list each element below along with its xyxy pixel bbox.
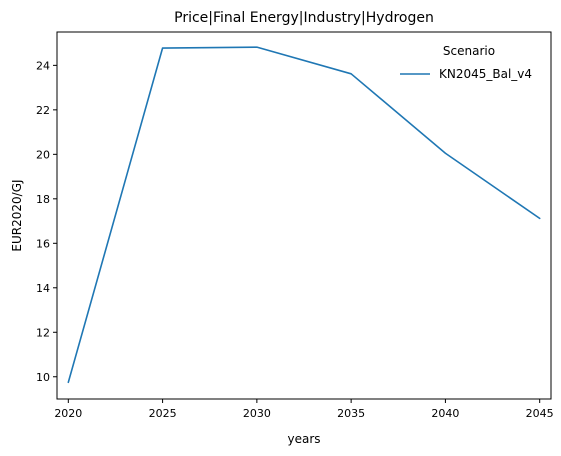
y-tick-label: 20 — [36, 148, 50, 161]
series-layer — [67, 46, 541, 384]
y-tick-label: 22 — [36, 104, 50, 117]
legend: Scenario KN2045_Bal_v4 — [400, 44, 532, 81]
legend-title: Scenario — [443, 44, 495, 58]
plot-area — [56, 31, 552, 400]
y-axis: 10 12 14 16 18 20 22 24 — [36, 59, 57, 384]
x-axis: 2020 2025 2030 2035 2040 2045 — [54, 399, 554, 420]
legend-label-kn2045-bal-v4: KN2045_Bal_v4 — [439, 67, 532, 81]
x-tick-label: 2020 — [54, 407, 82, 420]
x-tick-label: 2040 — [431, 407, 459, 420]
y-tick-label: 14 — [36, 282, 50, 295]
y-axis-label: EUR2020/GJ — [10, 179, 24, 251]
x-tick-label: 2030 — [243, 407, 271, 420]
y-tick-label: 10 — [36, 371, 50, 384]
x-tick-label: 2035 — [337, 407, 365, 420]
series-line-0 — [67, 46, 541, 384]
y-tick-label: 24 — [36, 59, 50, 72]
y-tick-label: 16 — [36, 237, 50, 250]
y-tick-label: 12 — [36, 326, 50, 339]
x-axis-label: years — [287, 432, 320, 446]
x-tick-label: 2025 — [149, 407, 177, 420]
x-tick-label: 2045 — [526, 407, 554, 420]
y-tick-label: 18 — [36, 193, 50, 206]
chart-title: Price|Final Energy|Industry|Hydrogen — [174, 10, 434, 26]
